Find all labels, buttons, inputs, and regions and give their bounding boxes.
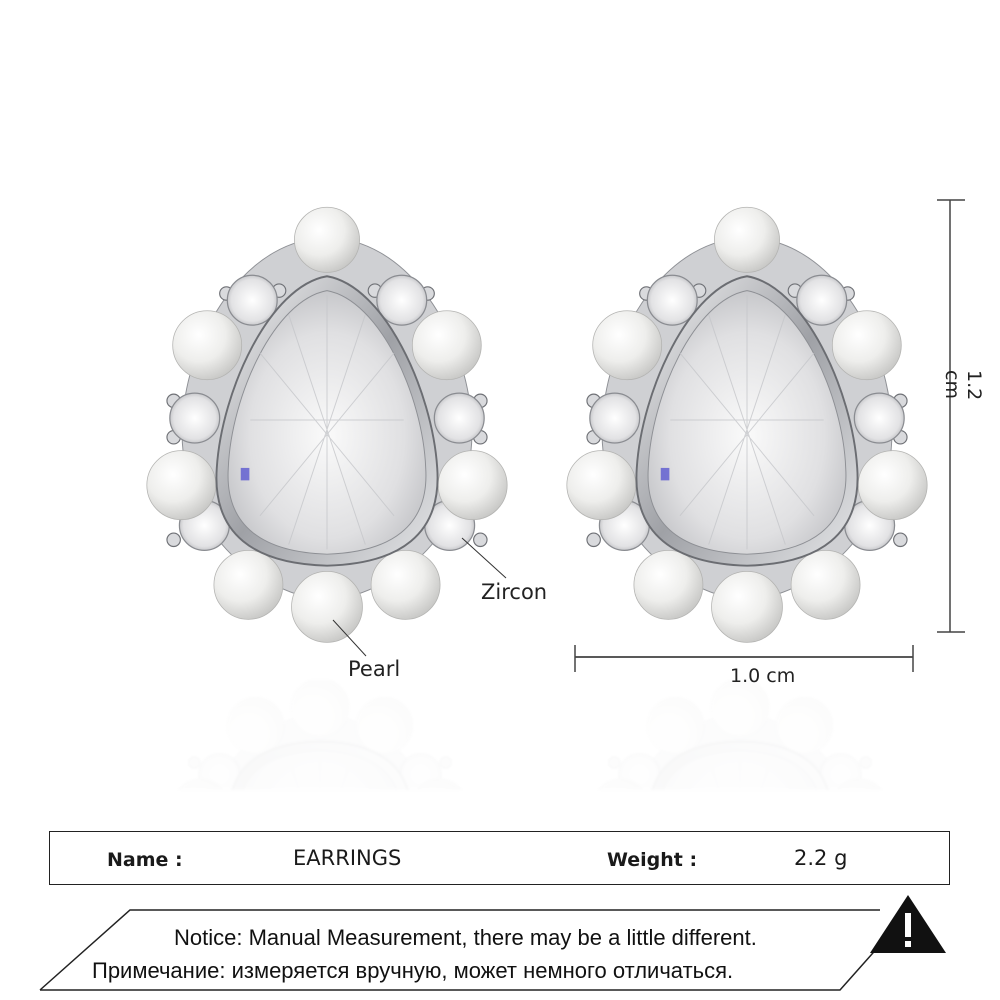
pearl-callout-label: Pearl bbox=[348, 657, 401, 681]
spec-table: Name : EARRINGS Weight : 2.2 g bbox=[49, 831, 950, 885]
weight-label: Weight : bbox=[607, 849, 698, 871]
weight-value: 2.2 g bbox=[794, 846, 848, 870]
zircon-callout-label: Zircon bbox=[481, 580, 548, 604]
warning-triangle-icon bbox=[870, 895, 946, 953]
name-label: Name : bbox=[107, 849, 183, 871]
height-dimension-label: 1.2 cm bbox=[941, 370, 985, 401]
notice-english: Notice: Manual Measurement, there may be… bbox=[174, 925, 757, 950]
notice-russian: Примечание: измеряется вручную, может не… bbox=[92, 958, 734, 983]
name-value: EARRINGS bbox=[293, 846, 402, 870]
width-dimension-label: 1.0 cm bbox=[730, 665, 796, 687]
